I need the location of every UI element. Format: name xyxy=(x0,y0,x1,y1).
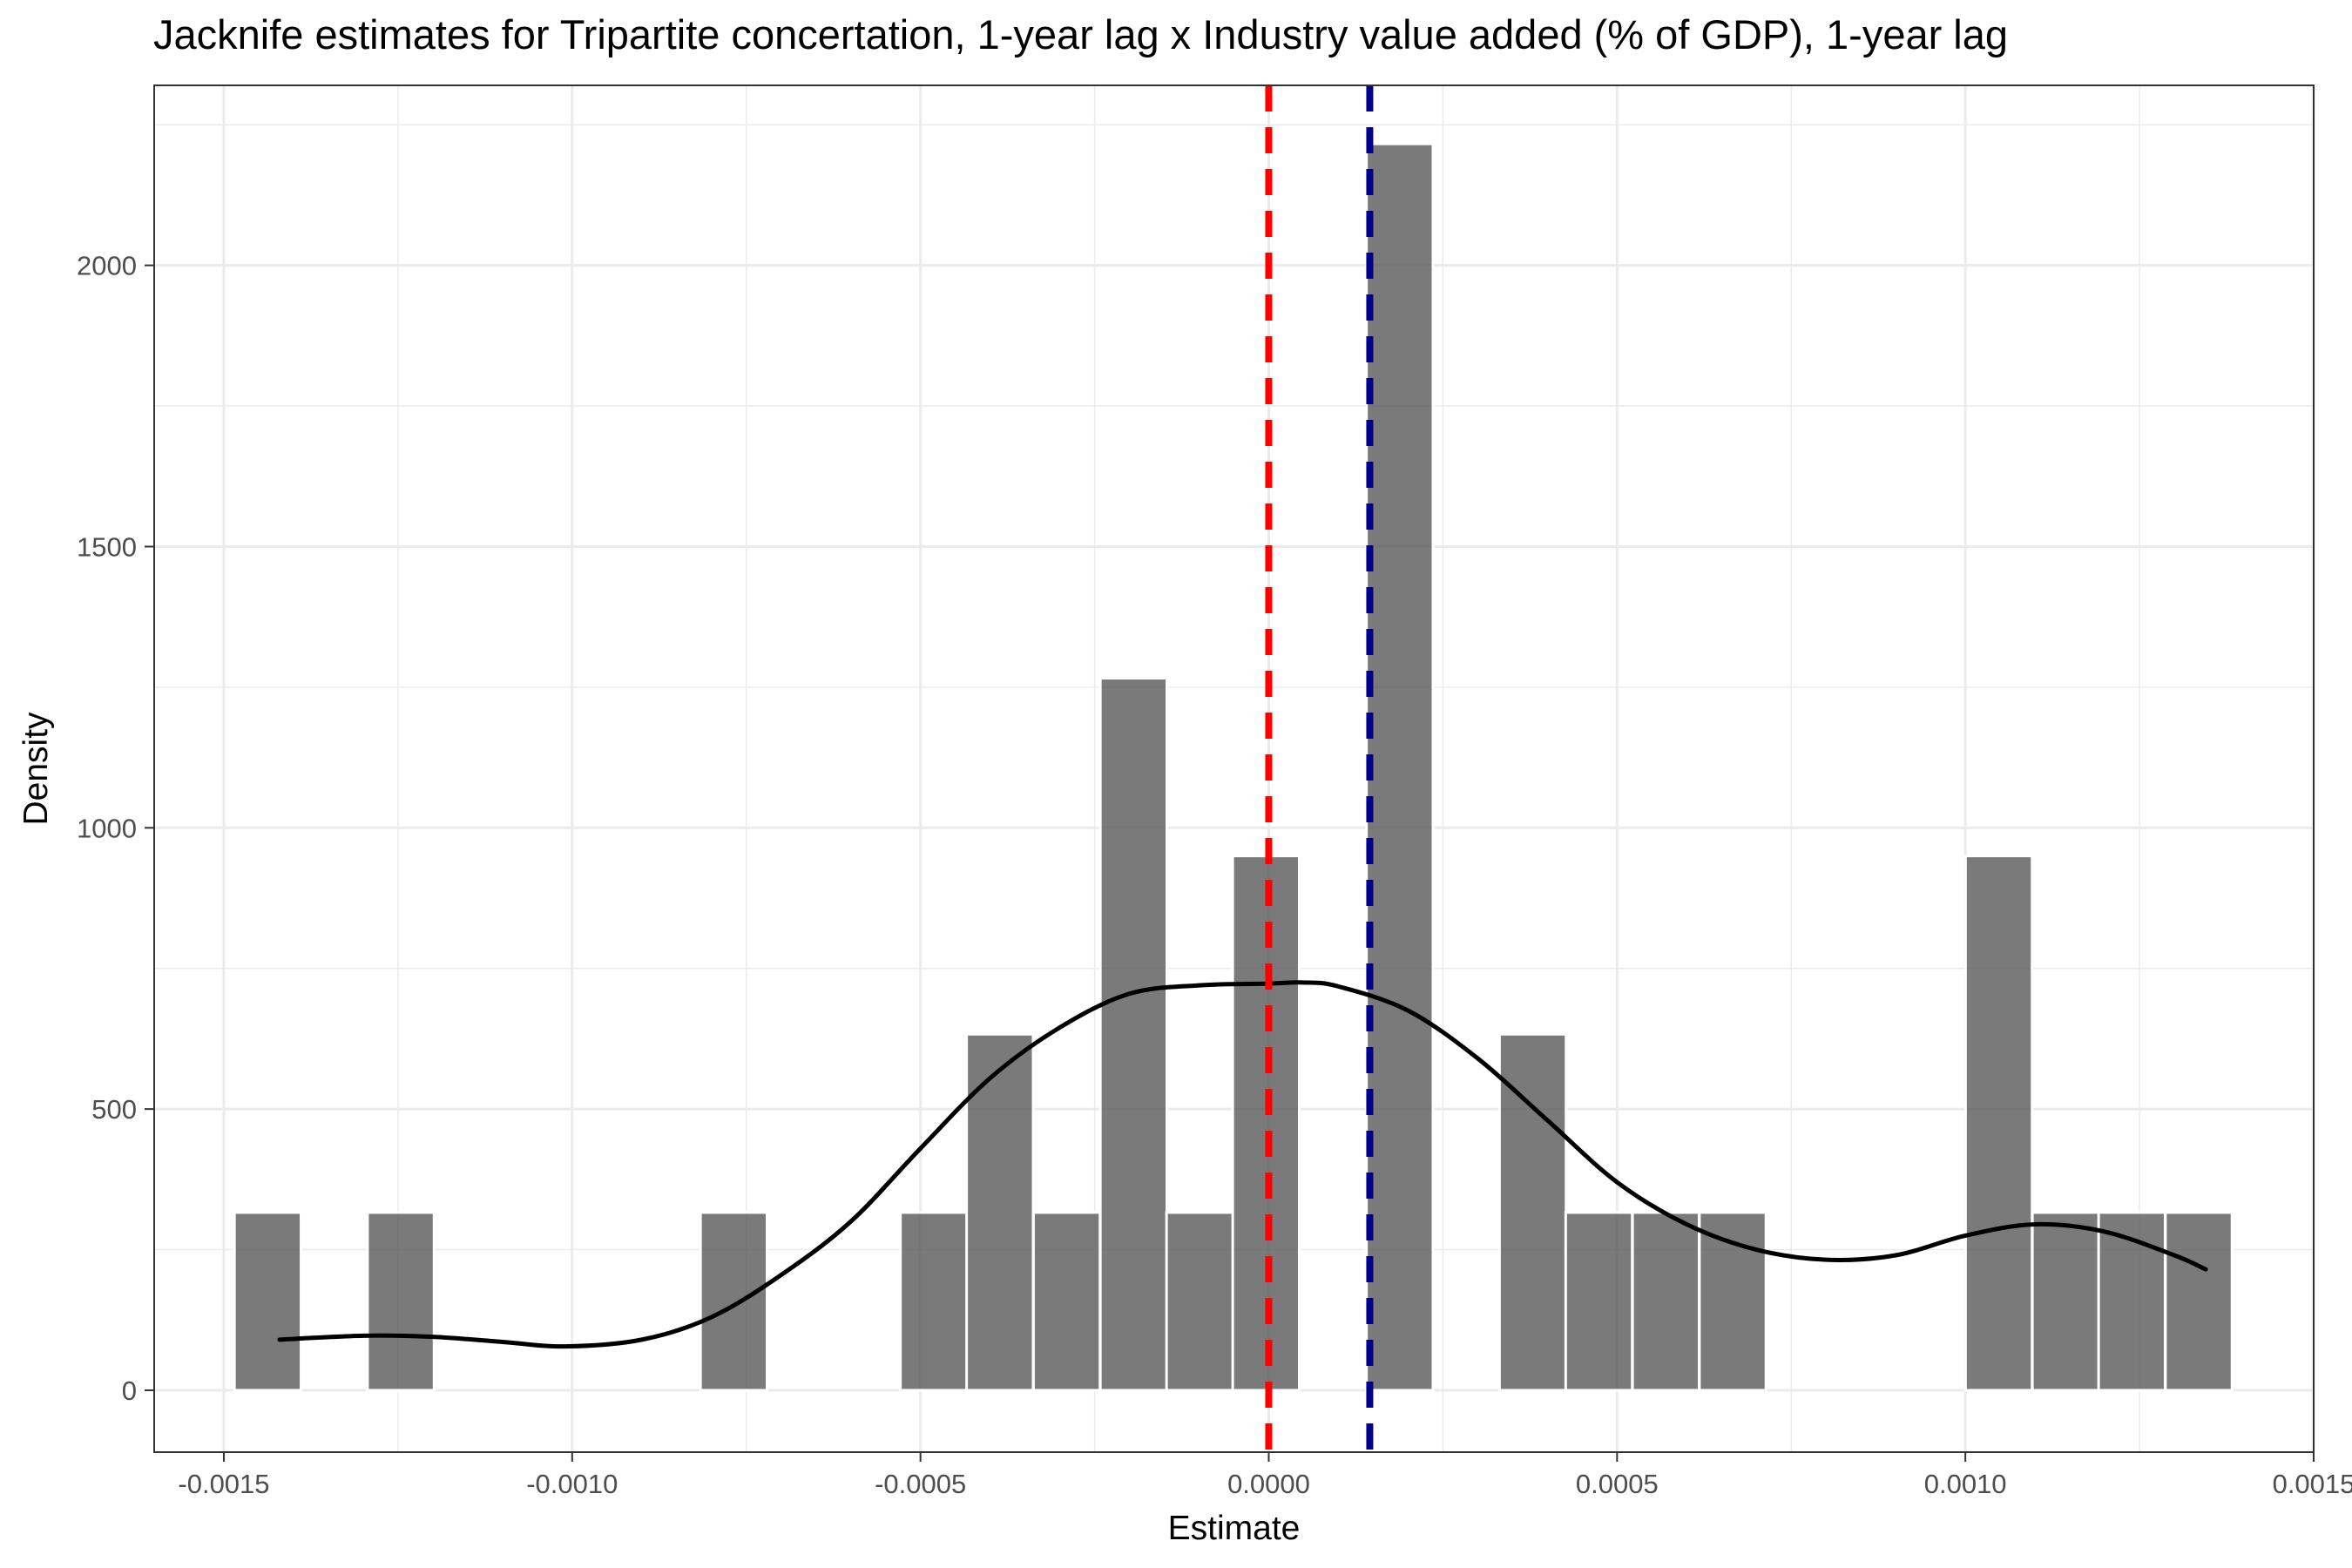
histogram-bar-2 xyxy=(366,1211,436,1392)
histogram-bars xyxy=(233,142,2234,1392)
x-tick-label: -0.0010 xyxy=(526,1469,618,1499)
chart-title: Jacknife estimates for Tripartite concer… xyxy=(153,11,2009,57)
histogram-bar-1 xyxy=(233,1211,303,1392)
histogram-bar-6 xyxy=(1031,1211,1102,1392)
reference-lines xyxy=(1265,85,1374,1452)
x-tick-label: 0.0015 xyxy=(2273,1469,2352,1499)
histogram-bar-10 xyxy=(1365,142,1435,1392)
histogram-bar-17 xyxy=(2097,1211,2166,1392)
histogram-bar-11 xyxy=(1497,1032,1568,1392)
histogram-bar-3 xyxy=(699,1211,769,1392)
histogram-bar-4 xyxy=(899,1211,969,1392)
histogram-bar-18 xyxy=(2164,1211,2234,1392)
x-tick-label: 0.0010 xyxy=(1924,1469,2007,1499)
x-axis-title: Estimate xyxy=(1168,1510,1301,1547)
density-curve xyxy=(277,980,2208,1349)
density-curve-layer xyxy=(277,980,2208,1349)
panel-border xyxy=(153,84,2315,1453)
x-tick-label: -0.0005 xyxy=(875,1469,966,1499)
y-tick-label: 1500 xyxy=(77,531,137,562)
histogram-bar-5 xyxy=(965,1032,1035,1392)
y-tick-label: 2000 xyxy=(77,251,137,281)
histogram-bar-7 xyxy=(1098,677,1169,1392)
histogram-bar-8 xyxy=(1165,1211,1235,1392)
x-tick-label: 0.0005 xyxy=(1576,1469,1659,1499)
y-axis: 0 500 1000 1500 2000 xyxy=(77,251,154,1406)
histogram-bar-16 xyxy=(2031,1211,2100,1392)
minor-gridlines xyxy=(154,85,2314,1452)
histogram-bar-12 xyxy=(1564,1211,1634,1392)
y-tick-label: 0 xyxy=(122,1375,137,1406)
y-axis-title: Density xyxy=(17,712,55,826)
histogram-bar-13 xyxy=(1631,1211,1700,1392)
x-tick-label: -0.0015 xyxy=(178,1469,269,1499)
histogram-bar-14 xyxy=(1698,1211,1767,1392)
x-tick-label: 0.0000 xyxy=(1227,1469,1310,1499)
histogram-bar-15 xyxy=(1963,855,2034,1392)
y-tick-label: 1000 xyxy=(77,813,137,843)
x-axis: -0.0015 -0.0010 -0.0005 0.0000 0.0005 0.0010 0… xyxy=(178,1452,2352,1499)
y-tick-label: 500 xyxy=(91,1094,137,1125)
